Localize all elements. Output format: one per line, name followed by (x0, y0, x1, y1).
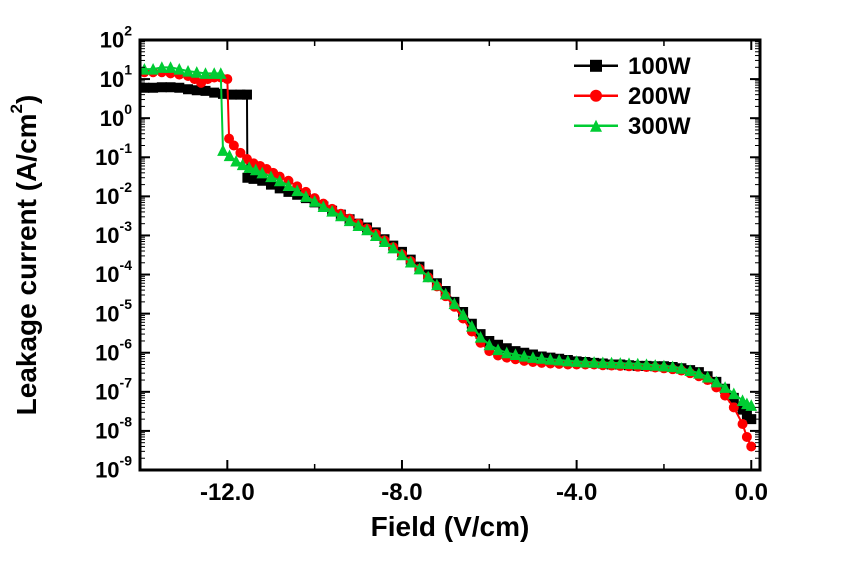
svg-text:-12.0: -12.0 (200, 479, 255, 506)
svg-text:100W: 100W (628, 53, 691, 80)
svg-text:0.0: 0.0 (735, 479, 768, 506)
svg-text:200W: 200W (628, 83, 691, 110)
svg-text:-8.0: -8.0 (381, 479, 422, 506)
chart-svg: -12.0-8.0-4.00.0Field (V/cm)10-910-810-7… (0, 0, 846, 575)
svg-text:300W: 300W (628, 113, 691, 140)
chart-container: -12.0-8.0-4.00.0Field (V/cm)10-910-810-7… (0, 0, 846, 575)
svg-text:-4.0: -4.0 (556, 479, 597, 506)
svg-text:Field (V/cm): Field (V/cm) (371, 511, 530, 542)
svg-text:Leakage current (A/cm2): Leakage current (A/cm2) (7, 95, 42, 416)
